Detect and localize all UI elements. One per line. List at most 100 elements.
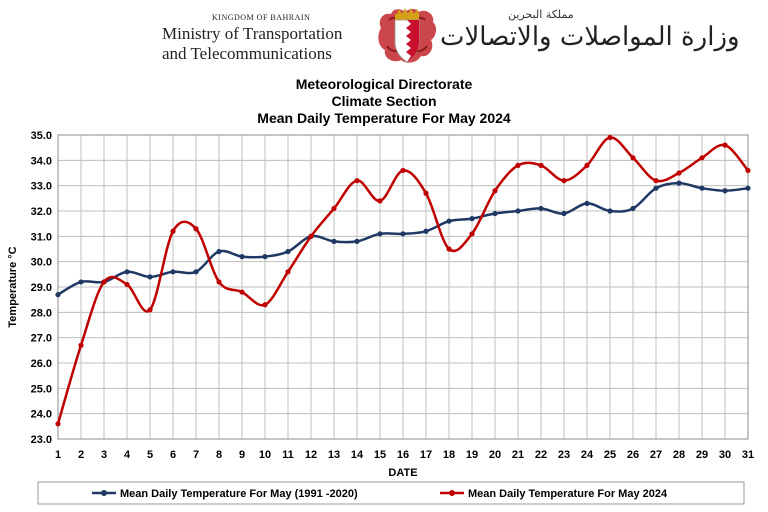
data-point xyxy=(262,254,268,260)
data-point xyxy=(630,155,636,161)
x-tick-label: 5 xyxy=(147,449,153,461)
x-tick-label: 1 xyxy=(55,449,61,461)
data-point xyxy=(55,292,61,298)
data-point xyxy=(239,289,245,295)
data-point xyxy=(354,238,360,244)
ministry-header: KINGDOM OF BAHRAIN Ministry of Transport… xyxy=(0,0,768,70)
data-point xyxy=(285,248,291,255)
data-point xyxy=(446,218,452,224)
data-point xyxy=(216,248,222,255)
x-tick-label: 20 xyxy=(489,449,501,461)
y-tick-label: 29.0 xyxy=(31,282,52,294)
y-tick-label: 34.0 xyxy=(31,155,52,167)
x-tick-label: 17 xyxy=(420,449,432,461)
data-point xyxy=(400,231,406,237)
data-point xyxy=(331,238,337,244)
x-tick-label: 10 xyxy=(259,449,271,461)
data-point xyxy=(78,342,84,348)
x-tick-label: 16 xyxy=(397,449,409,461)
x-tick-label: 26 xyxy=(627,449,639,461)
x-tick-label: 18 xyxy=(443,449,455,461)
data-point xyxy=(193,226,199,232)
y-tick-label: 23.0 xyxy=(31,434,52,446)
data-point xyxy=(699,185,705,191)
data-point xyxy=(331,205,337,212)
data-point xyxy=(653,178,659,184)
x-tick-label: 24 xyxy=(581,449,594,461)
kingdom-label: KINGDOM OF BAHRAIN xyxy=(212,13,311,22)
x-tick-label: 29 xyxy=(696,449,708,461)
data-point xyxy=(584,162,590,168)
data-point xyxy=(469,231,475,237)
data-point xyxy=(124,269,130,275)
x-tick-label: 13 xyxy=(328,449,340,461)
x-tick-label: 15 xyxy=(374,449,386,461)
y-tick-label: 30.0 xyxy=(31,257,52,269)
x-tick-label: 28 xyxy=(673,449,685,461)
data-point xyxy=(423,228,429,234)
data-point xyxy=(262,302,268,308)
x-tick-label: 19 xyxy=(466,449,478,461)
x-axis-ticks: 1 2 3 4 5 6 7 8 9 10 11 12 13 14 15 16 17 18 19 20 21 22 23 24 2… xyxy=(55,449,754,461)
x-tick-label: 22 xyxy=(535,449,547,461)
chart-legend: Mean Daily Temperature For May (1991 -20… xyxy=(37,481,745,505)
x-axis-label: DATE xyxy=(388,467,417,479)
data-point xyxy=(676,170,682,176)
data-point xyxy=(607,134,613,141)
ministry-name-line1: Ministry of Transportation xyxy=(162,24,343,43)
y-tick-label: 32.0 xyxy=(31,206,52,218)
data-point xyxy=(147,307,153,313)
x-tick-label: 7 xyxy=(193,449,199,461)
data-point xyxy=(722,142,728,148)
x-tick-label: 12 xyxy=(305,449,317,461)
data-point xyxy=(377,231,383,237)
ministry-name-line2: and Telecommunications xyxy=(162,44,332,63)
legend-box xyxy=(37,481,745,505)
arabic-kingdom-label: مملكة البحرين xyxy=(508,8,574,21)
data-point xyxy=(607,208,613,214)
y-tick-label: 35.0 xyxy=(31,130,52,142)
data-point xyxy=(101,279,107,285)
y-tick-label: 27.0 xyxy=(31,333,52,345)
chart-title-line: Climate Section xyxy=(331,93,436,109)
y-axis-ticks: 23.0 24.0 25.0 26.0 27.0 28.0 29.0 30.0 31.0 32.0… xyxy=(31,130,52,446)
data-point xyxy=(676,180,682,186)
legend-swatch-marker xyxy=(101,490,107,496)
data-point xyxy=(308,233,314,239)
data-point xyxy=(124,281,130,288)
x-tick-label: 4 xyxy=(124,449,131,461)
x-tick-label: 31 xyxy=(742,449,754,461)
data-point xyxy=(538,205,544,212)
legend-entry-label: Mean Daily Temperature For May 2024 xyxy=(468,488,668,500)
x-tick-label: 21 xyxy=(512,449,524,461)
data-point xyxy=(699,155,705,161)
y-tick-label: 26.0 xyxy=(31,358,52,370)
y-tick-label: 24.0 xyxy=(31,409,52,421)
data-point xyxy=(745,185,751,191)
chart-series xyxy=(55,134,751,427)
x-tick-label: 27 xyxy=(650,449,662,461)
y-tick-label: 33.0 xyxy=(31,181,52,193)
data-point xyxy=(722,188,728,194)
data-point xyxy=(400,167,406,174)
x-tick-label: 23 xyxy=(558,449,570,461)
data-point xyxy=(515,162,521,168)
y-tick-label: 25.0 xyxy=(31,383,52,395)
chart-grid xyxy=(57,134,749,440)
arabic-ministry-name: وزارة المواصلات والاتصالات xyxy=(440,22,740,52)
data-point xyxy=(423,190,429,196)
data-point xyxy=(515,208,521,214)
data-point xyxy=(630,205,636,212)
x-tick-label: 8 xyxy=(216,449,222,461)
chart-title-line: Mean Daily Temperature For May 2024 xyxy=(257,110,511,126)
data-point xyxy=(446,246,452,252)
data-point xyxy=(584,200,590,206)
ministry-name: Ministry of Transportation and Telecommu… xyxy=(162,24,342,64)
data-point xyxy=(285,269,291,275)
data-point xyxy=(377,198,383,204)
y-tick-label: 28.0 xyxy=(31,307,52,319)
x-tick-label: 14 xyxy=(351,449,364,461)
data-point xyxy=(170,269,176,275)
